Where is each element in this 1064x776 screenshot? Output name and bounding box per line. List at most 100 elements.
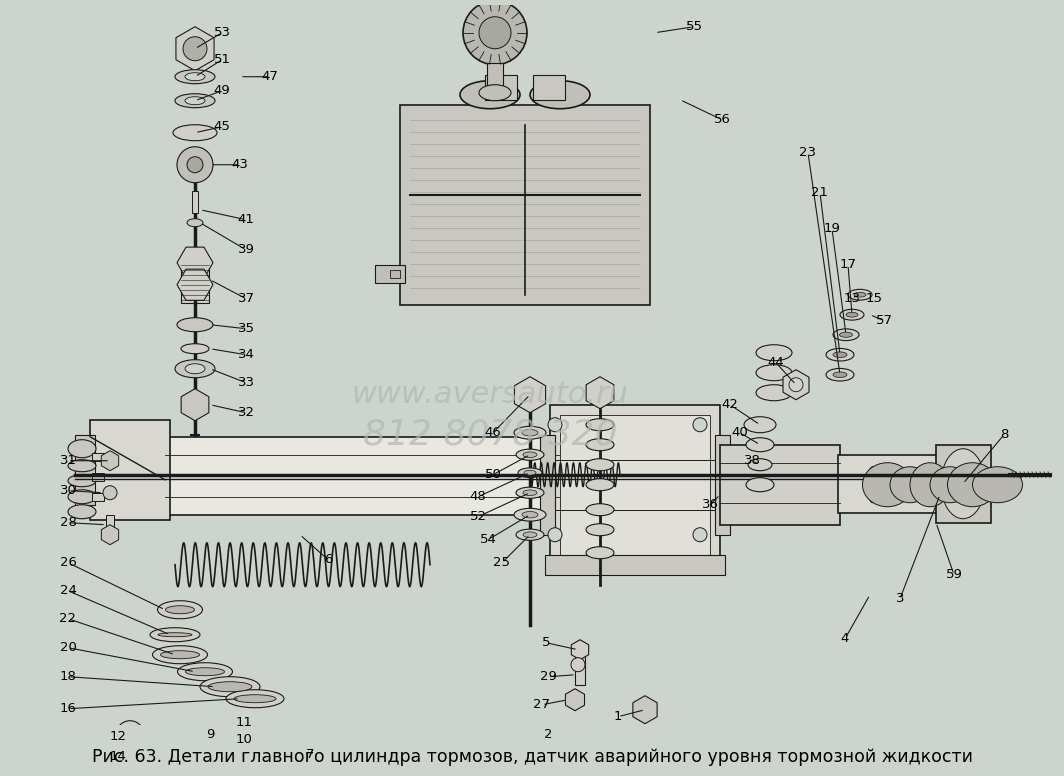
Ellipse shape — [157, 632, 192, 637]
Text: 37: 37 — [237, 293, 254, 305]
Ellipse shape — [234, 695, 276, 703]
Ellipse shape — [181, 344, 209, 354]
Text: 24: 24 — [60, 584, 77, 598]
Circle shape — [187, 157, 203, 173]
Ellipse shape — [757, 345, 792, 361]
Text: 59: 59 — [946, 568, 963, 581]
Ellipse shape — [846, 312, 858, 317]
Text: 41: 41 — [237, 213, 254, 227]
Ellipse shape — [833, 372, 847, 377]
Circle shape — [789, 378, 803, 392]
Text: 8: 8 — [1000, 428, 1009, 442]
Ellipse shape — [748, 459, 772, 471]
Text: 27: 27 — [533, 698, 550, 712]
Text: 15: 15 — [865, 293, 882, 305]
Ellipse shape — [826, 369, 854, 381]
Text: 3: 3 — [896, 592, 904, 605]
Text: 54: 54 — [480, 533, 497, 546]
Ellipse shape — [890, 466, 930, 503]
Bar — [575, 655, 585, 684]
Ellipse shape — [744, 417, 776, 433]
Ellipse shape — [746, 478, 774, 492]
Ellipse shape — [586, 438, 614, 451]
Ellipse shape — [839, 310, 864, 320]
Ellipse shape — [941, 449, 985, 518]
Ellipse shape — [68, 440, 96, 458]
Text: 17: 17 — [839, 258, 857, 272]
Bar — [838, 455, 938, 513]
Bar — [485, 74, 517, 100]
Polygon shape — [101, 451, 119, 471]
Ellipse shape — [479, 85, 511, 101]
Bar — [92, 473, 104, 480]
Text: 32: 32 — [237, 406, 254, 419]
Ellipse shape — [152, 646, 207, 663]
Ellipse shape — [185, 364, 205, 374]
Ellipse shape — [177, 317, 213, 331]
Polygon shape — [571, 639, 588, 660]
Bar — [92, 452, 104, 461]
Text: 48: 48 — [469, 490, 486, 503]
Text: 13: 13 — [844, 293, 861, 305]
Polygon shape — [514, 376, 546, 413]
Ellipse shape — [185, 97, 205, 105]
Ellipse shape — [523, 470, 536, 475]
Ellipse shape — [833, 352, 847, 358]
Text: 52: 52 — [469, 511, 486, 523]
Text: 51: 51 — [214, 54, 231, 66]
Ellipse shape — [157, 601, 202, 618]
Circle shape — [463, 1, 527, 64]
Bar — [74, 435, 95, 504]
Text: 47: 47 — [262, 70, 279, 83]
Text: 36: 36 — [701, 498, 718, 511]
Ellipse shape — [848, 289, 872, 300]
Ellipse shape — [586, 547, 614, 559]
Bar — [106, 514, 114, 532]
Bar — [92, 493, 104, 501]
Circle shape — [239, 734, 255, 750]
Circle shape — [183, 36, 207, 61]
Ellipse shape — [185, 73, 205, 81]
Bar — [720, 445, 839, 525]
Polygon shape — [633, 696, 658, 724]
Polygon shape — [177, 247, 213, 279]
Ellipse shape — [173, 125, 217, 140]
Ellipse shape — [586, 459, 614, 471]
Bar — [560, 414, 710, 555]
Ellipse shape — [518, 468, 542, 477]
Bar — [375, 265, 405, 282]
Text: www.aversauto.ru: www.aversauto.ru — [351, 380, 629, 409]
Ellipse shape — [174, 360, 215, 378]
Text: 10: 10 — [235, 733, 252, 747]
Ellipse shape — [948, 462, 998, 507]
Ellipse shape — [910, 462, 950, 507]
Text: 812 8078-320: 812 8078-320 — [363, 417, 617, 452]
Ellipse shape — [68, 459, 96, 472]
Ellipse shape — [833, 329, 859, 341]
Circle shape — [548, 528, 562, 542]
Circle shape — [693, 417, 706, 431]
Circle shape — [116, 721, 144, 749]
Ellipse shape — [826, 348, 854, 361]
Ellipse shape — [522, 511, 538, 518]
Ellipse shape — [523, 452, 537, 458]
Polygon shape — [565, 689, 584, 711]
Ellipse shape — [522, 430, 538, 436]
Text: 21: 21 — [812, 186, 829, 199]
Text: 33: 33 — [237, 376, 254, 390]
Text: 12: 12 — [110, 730, 127, 743]
Text: 7: 7 — [305, 748, 314, 761]
Text: 56: 56 — [714, 113, 731, 126]
Ellipse shape — [187, 219, 203, 227]
Ellipse shape — [516, 449, 544, 460]
Ellipse shape — [530, 81, 591, 109]
Text: 45: 45 — [214, 120, 231, 133]
Ellipse shape — [514, 426, 546, 439]
Ellipse shape — [200, 677, 260, 697]
Bar — [400, 105, 650, 305]
Text: 44: 44 — [767, 356, 784, 369]
Circle shape — [103, 486, 117, 500]
Circle shape — [177, 147, 213, 182]
Text: 2: 2 — [544, 728, 552, 741]
Ellipse shape — [586, 524, 614, 535]
